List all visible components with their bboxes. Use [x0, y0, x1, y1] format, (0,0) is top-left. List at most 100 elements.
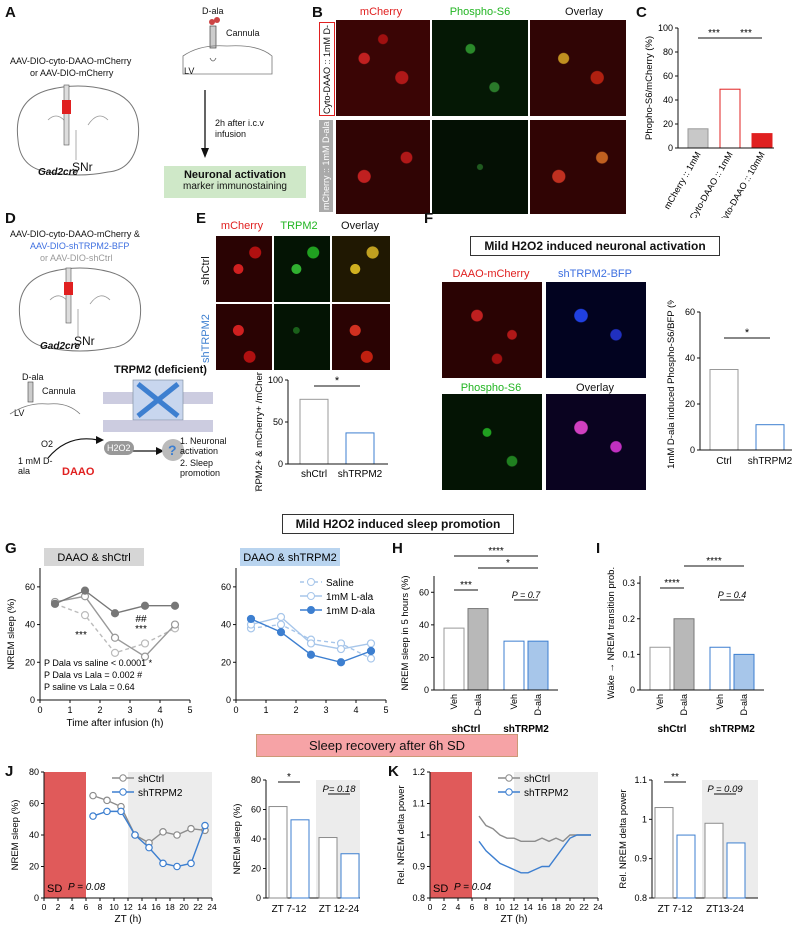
g-right-series-point	[276, 612, 286, 622]
c-y-tick-label: 20	[663, 119, 673, 129]
activation-box-title: Neuronal activation	[183, 169, 287, 181]
h-group-label: shTRPM2	[503, 724, 549, 735]
j-x-label: ZT (h)	[114, 914, 141, 925]
g-mark: ***	[75, 630, 87, 641]
i-bar	[733, 653, 755, 691]
h-bar	[467, 608, 489, 691]
j-series-point	[89, 791, 97, 800]
k-bar-sig-label: **	[671, 772, 679, 783]
e-y-tick-label: 0	[278, 459, 283, 469]
g-mark: ##	[135, 614, 147, 625]
h-x-tick-label: Veh	[449, 694, 459, 710]
g-left-series-point	[80, 586, 90, 595]
e-image-ctrl-mcherry	[216, 236, 272, 302]
e-x-tick-label: shTRPM2	[338, 469, 383, 480]
g-left-tag-bg	[44, 548, 144, 566]
j-series-point	[131, 831, 139, 839]
g-legend-marker	[307, 606, 315, 614]
c-sig-label: ***	[740, 28, 752, 39]
f-title-daao: DAAO-mCherry	[452, 268, 530, 280]
k-series-line	[478, 815, 591, 843]
j-series-point	[159, 859, 167, 868]
e-title-mcherry: mCherry	[220, 220, 264, 232]
i-sig-label: P = 0.4	[718, 590, 746, 600]
j-x-tick-label: 20	[179, 902, 189, 912]
brain-section-d	[18, 267, 142, 352]
e-bar	[299, 398, 329, 465]
panel-label-j: J	[5, 763, 14, 780]
g-left-y-tick-label: 60	[25, 582, 35, 592]
g-left-series-point	[110, 609, 120, 618]
e-image-ctrl-overlay	[332, 236, 390, 302]
f-image-bfp	[546, 282, 646, 378]
e-row-shctrl: shCtrl	[200, 256, 212, 286]
chart-i: 0 0.1 0.2 0.3 Wake → NREM transition prob. Ve…	[606, 556, 764, 735]
g-left-x-tick-label: 5	[187, 705, 192, 715]
e-y-label: TRPM2+ & mCherry+ /mCherry (%)	[254, 372, 265, 492]
j-bar-y-tick-label: 80	[251, 775, 261, 785]
g-x-label: Time after infusion (h)	[67, 718, 164, 729]
i-x-tick-label: Veh	[655, 694, 665, 710]
c-bar	[687, 128, 709, 149]
c-y-tick-label: 0	[668, 143, 673, 153]
g-left-y-tick-label: 20	[25, 657, 35, 667]
k-pval: P = 0.04	[454, 882, 492, 893]
g-left-y-tick-label: 0	[30, 695, 35, 705]
e-bar	[345, 432, 375, 465]
panel-label-e: E	[196, 210, 207, 227]
j-series-point	[173, 862, 181, 871]
k-x-tick-label: 6	[470, 902, 475, 912]
g-right-tag: DAAO & shTRPM2	[243, 552, 337, 564]
g-right-series-point	[366, 654, 376, 663]
g-legend-marker	[307, 592, 315, 600]
g-left-x-tick-label: 1	[67, 705, 72, 715]
k-y-tick-label: 1	[420, 830, 425, 840]
b-image-ctrl-overlay	[530, 120, 626, 214]
j-x-tick-label: 12	[123, 902, 133, 912]
j-x-tick-label: 0	[42, 902, 47, 912]
h-sig-label: ****	[488, 546, 504, 557]
g-stat: P Dala vs saline < 0.0001 *	[44, 658, 153, 668]
k-y-tick-label: 0.9	[412, 862, 425, 872]
j-x-tick-label: 16	[151, 902, 161, 912]
g-stat: P saline vs Lala = 0.64	[44, 682, 135, 692]
i-bar	[673, 618, 695, 691]
k-x-tick-label: 2	[442, 902, 447, 912]
j-bar-x-tick-label: ZT 7-12	[272, 904, 307, 915]
k-y-tick-label: 1.2	[412, 767, 425, 777]
e-image-ctrl-trpm2	[274, 236, 330, 302]
h-x-tick-label: D-ala	[533, 694, 543, 716]
mouse-label-d: Gad2cre	[40, 341, 81, 352]
f-bar	[755, 424, 785, 451]
i-sig-label: ****	[706, 556, 722, 567]
h-sig-label: P = 0.7	[512, 590, 541, 600]
g-right-series-point	[306, 639, 316, 648]
neuronal-activation-banner: Mild H2O2 induced neuronal activation	[470, 236, 720, 256]
j-x-tick-label: 10	[109, 902, 119, 912]
k-x-tick-label: 24	[593, 902, 603, 912]
b-row-label-mcherry: mCherry :: 1mM D-ala	[319, 120, 333, 212]
e-image-sh-trpm2	[274, 304, 330, 370]
h-bar	[443, 627, 465, 691]
j-bar-sig-label: *	[287, 772, 291, 783]
j-y-label: NREM sleep (%)	[10, 800, 21, 871]
d-lv-label: LV	[14, 408, 25, 418]
f-title-phospho: Phospho-S6	[460, 382, 522, 394]
g-right-series-point	[366, 639, 376, 648]
k-x-tick-label: 10	[495, 902, 505, 912]
k-bar-y-tick-label: 0.8	[634, 893, 647, 903]
e-y-tick-label: 50	[273, 417, 283, 427]
d-line-3: or AAV-DIO-shCtrl	[40, 253, 113, 263]
j-legend-label: shTRPM2	[138, 788, 183, 799]
j-x-tick-label: 2	[56, 902, 61, 912]
panel-label-a: A	[5, 4, 16, 21]
k-x-label: ZT (h)	[500, 914, 527, 925]
g-left-series-point	[110, 648, 120, 657]
j-sd-block	[44, 772, 86, 898]
g-legend-marker	[307, 578, 315, 586]
drug-label-a: D-ala	[202, 6, 224, 16]
j-y-tick-label: 40	[29, 830, 39, 840]
h-sig-label: ***	[460, 580, 472, 591]
